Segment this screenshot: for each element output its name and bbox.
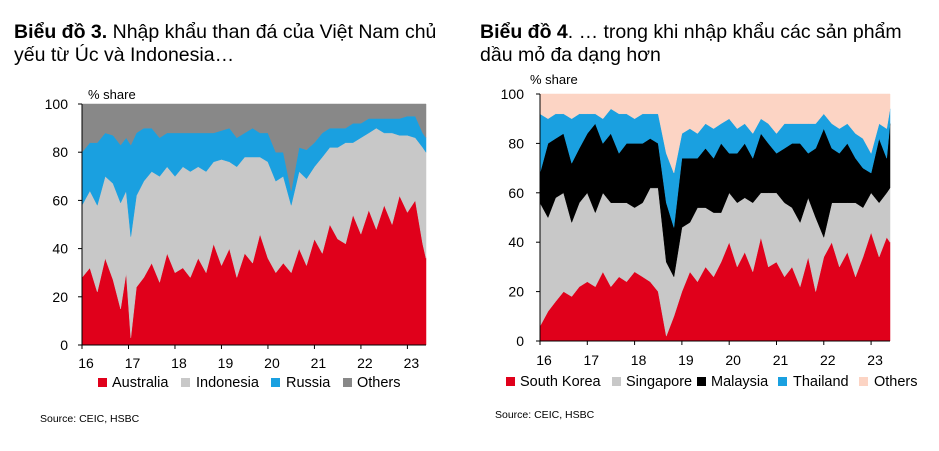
y-tick-label: 100 (45, 96, 69, 112)
x-tick-label: 16 (536, 352, 552, 368)
chart-title-prefix: Biểu đồ 4 (480, 21, 568, 43)
y-tick-label: 40 (508, 234, 524, 250)
x-tick-label: 22 (820, 352, 836, 368)
x-tick-label: 19 (218, 355, 234, 371)
chart-title-text: . … trong khi nhập khẩu các sản phẩm dầu… (480, 21, 902, 66)
y-axis-unit-label: % share (88, 87, 136, 102)
x-tick-label: 18 (631, 352, 647, 368)
legend-label: Indonesia (196, 375, 260, 391)
x-tick-label: 21 (773, 352, 789, 368)
legend-swatch (778, 377, 787, 386)
legend-label: South Korea (520, 374, 602, 390)
x-tick-label: 18 (171, 355, 187, 371)
legend-label: Thailand (793, 374, 849, 390)
area-series-others (81, 103, 427, 191)
y-tick-label: 20 (508, 284, 524, 300)
legend-label: Russia (286, 375, 331, 391)
x-tick-label: 22 (357, 355, 373, 371)
oil-import-chart: 0 20 40 60 80 100 16 17 18 19 20 21 22 23 % share South… (495, 72, 918, 421)
x-tick-label: 17 (125, 355, 141, 371)
chart-panel-oil: Biểu đồ 4. … trong khi nhập khẩu các sản… (470, 0, 939, 451)
x-tick-label: 17 (584, 352, 600, 368)
legend-label: Australia (112, 375, 169, 391)
x-tick-label: 20 (264, 355, 280, 371)
legend-swatch (181, 378, 190, 387)
source-note: Source: CEIC, HSBC (40, 413, 140, 425)
y-tick-label: 80 (508, 135, 524, 151)
x-tick-label: 23 (404, 355, 420, 371)
legend-swatch (506, 377, 515, 386)
x-tick-label: 23 (867, 352, 883, 368)
legend-swatch (98, 378, 107, 387)
area-series-others (539, 93, 891, 174)
chart-title: Biểu đồ 3. Nhập khẩu than đá của Việt Na… (14, 21, 464, 67)
legend-swatch (697, 377, 706, 386)
coal-import-chart: 0 20 40 60 80 100 16 17 18 19 20 21 22 23 % share Austr… (40, 87, 427, 425)
legend-swatch (343, 378, 352, 387)
x-tick-label: 20 (725, 352, 741, 368)
legend-label: Singapore (626, 374, 692, 390)
chart-title-text: Nhập khẩu than đá của Việt Nam chủ yếu t… (14, 21, 437, 66)
legend-swatch (271, 378, 280, 387)
y-tick-label: 100 (501, 86, 525, 102)
chart-panel-coal: Biểu đồ 3. Nhập khẩu than đá của Việt Na… (14, 21, 464, 425)
y-tick-label: 0 (516, 333, 524, 349)
legend-label: Others (357, 375, 401, 391)
x-tick-label: 21 (311, 355, 327, 371)
y-tick-label: 60 (52, 192, 68, 208)
x-tick-label: 19 (678, 352, 694, 368)
legend-label: Others (874, 374, 918, 390)
legend-swatch (612, 377, 621, 386)
legend-label: Malaysia (711, 374, 769, 390)
y-tick-label: 60 (508, 185, 524, 201)
y-tick-label: 20 (52, 289, 68, 305)
y-axis-unit-label: % share (530, 72, 578, 87)
chart-title-prefix: Biểu đồ 3. (14, 21, 108, 43)
y-tick-label: 40 (52, 241, 68, 257)
legend-swatch (859, 377, 868, 386)
y-tick-label: 0 (60, 337, 68, 353)
source-note: Source: CEIC, HSBC (495, 409, 595, 421)
y-tick-label: 80 (52, 144, 68, 160)
chart-title: Biểu đồ 4. … trong khi nhập khẩu các sản… (480, 21, 930, 67)
x-tick-label: 16 (78, 355, 94, 371)
